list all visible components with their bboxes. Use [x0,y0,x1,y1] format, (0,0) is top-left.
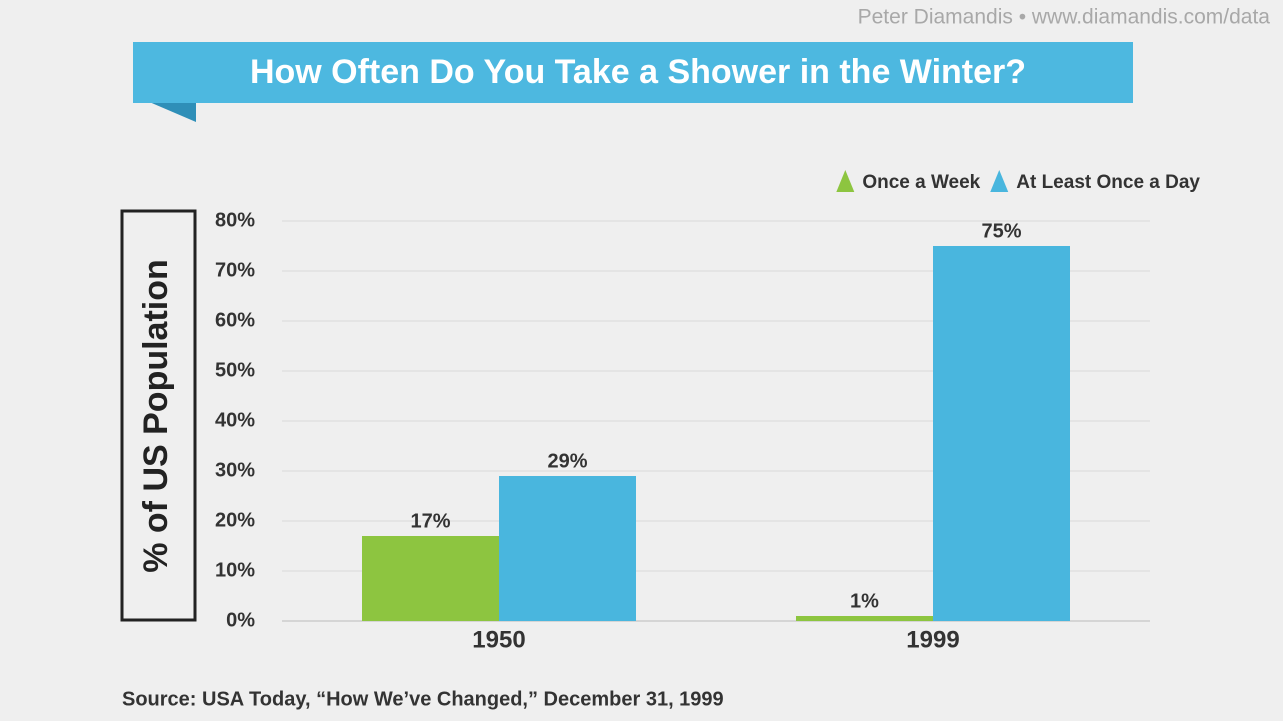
y-tick-label: 10% [215,559,255,581]
y-tick-label: 80% [215,209,255,231]
y-tick-label: 20% [215,509,255,531]
chart-title: How Often Do You Take a Shower in the Wi… [250,53,1026,91]
y-label-box [120,209,197,622]
x-tick-label: 1999 [906,626,959,653]
bar [796,616,933,621]
value-label: 17% [410,510,450,532]
title-banner [133,42,1133,103]
legend-label: At Least Once a Day [1016,172,1200,193]
y-tick-label: 70% [215,259,255,281]
value-label: 29% [547,450,587,472]
bar [362,536,499,621]
x-tick-label: 1950 [472,626,525,653]
legend-marker [990,170,1009,192]
bar [933,246,1070,621]
y-tick-label: 30% [215,459,255,481]
y-tick-label: 50% [215,359,255,381]
y-tick-label: 60% [215,309,255,331]
y-tick-label: 0% [226,609,255,631]
bar [499,476,636,621]
y-tick-label: 40% [215,409,255,431]
y-axis-label: % of US Population [137,259,175,573]
source: Source: USA Today, “How We’ve Changed,” … [122,688,724,710]
value-label: 1% [850,590,879,612]
credit: Peter Diamandis • www.diamandis.com/data [858,6,1271,29]
legend-label: Once a Week [862,172,980,193]
value-label: 75% [981,220,1021,242]
legend-marker [836,170,855,192]
